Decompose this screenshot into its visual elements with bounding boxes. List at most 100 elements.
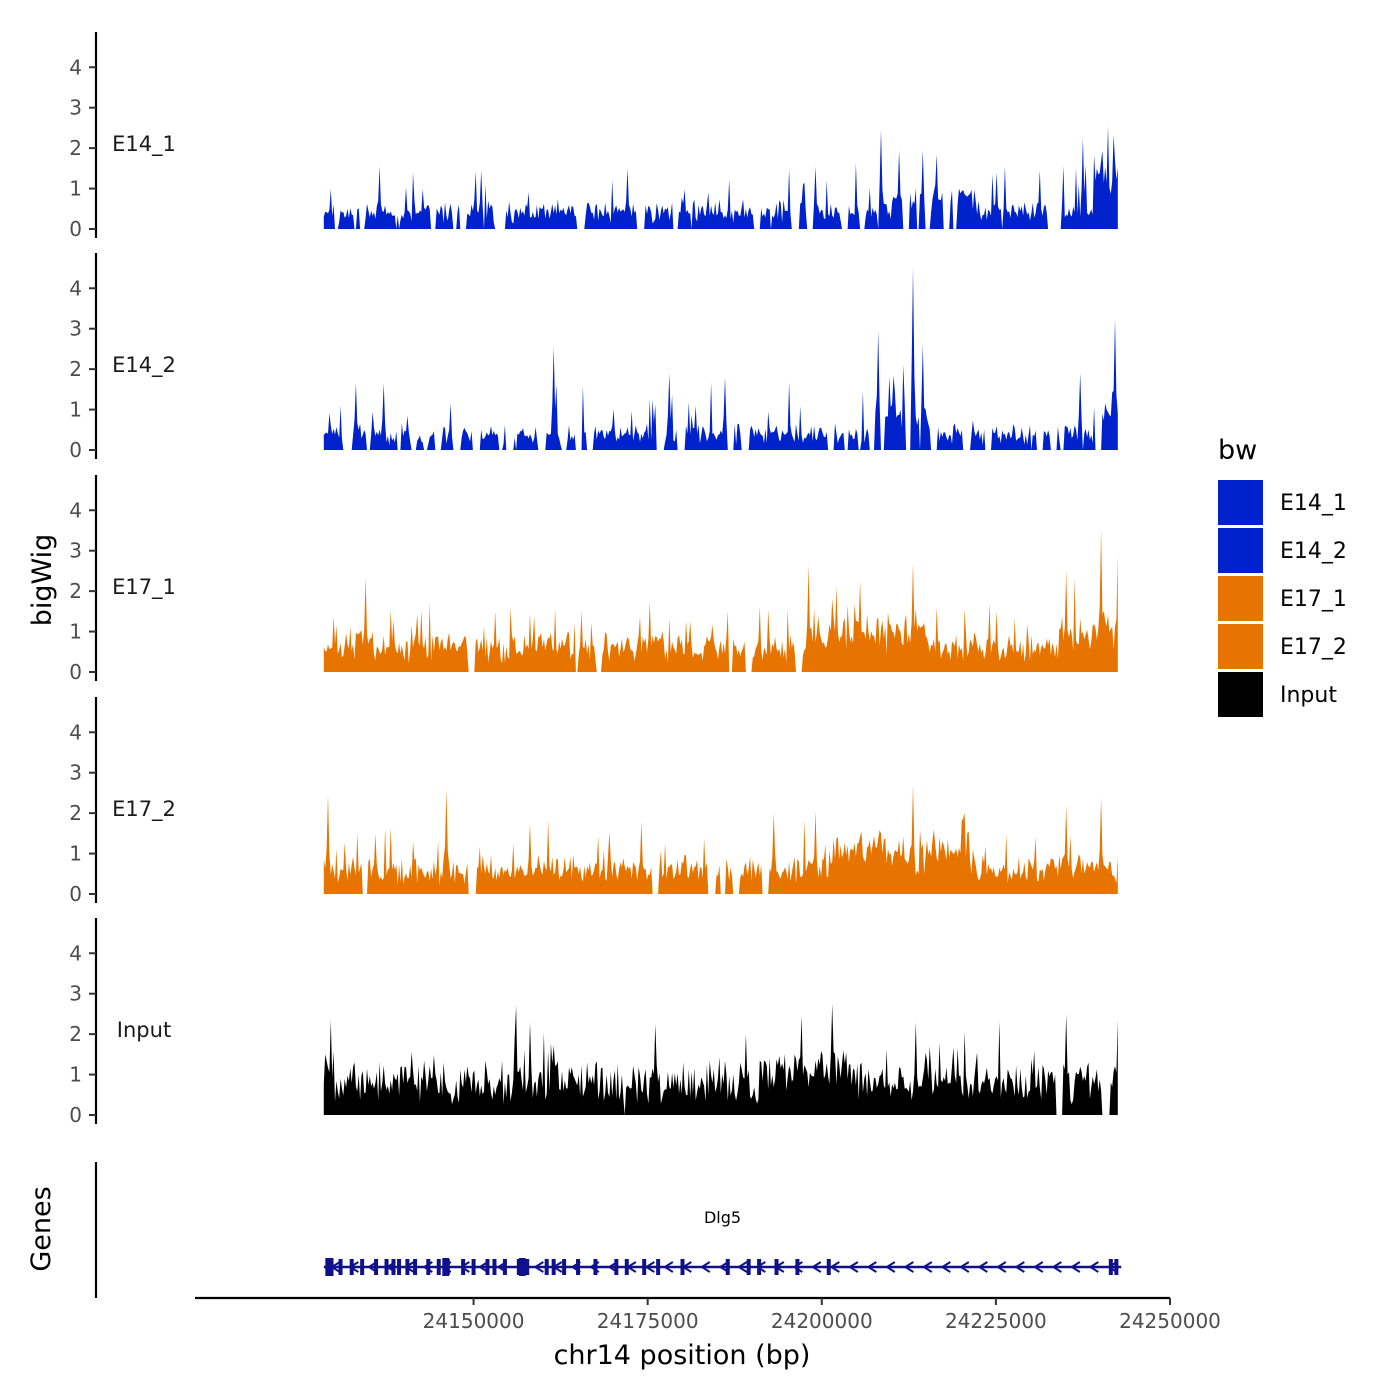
x-axis-ticks: 24150000 24175000 24200000 24225000 24250000 <box>423 1298 1221 1333</box>
panel-label-E17_1: E17_1 <box>112 575 176 600</box>
strand-arrow <box>977 1261 988 1273</box>
strand-arrow <box>810 1261 822 1273</box>
exon <box>562 1259 567 1275</box>
legend-swatch <box>1218 480 1263 525</box>
y-tick-label: 2 <box>69 357 82 381</box>
x-axis-title: chr14 position (bp) <box>554 1340 811 1371</box>
exon-block <box>518 1258 526 1276</box>
exon <box>746 1259 751 1275</box>
exon <box>360 1259 365 1275</box>
signal-area-Input <box>323 1003 1118 1115</box>
x-tick-label: 24250000 <box>1119 1309 1221 1333</box>
strand-arrow <box>792 1261 803 1273</box>
exon-block <box>325 1258 334 1276</box>
legend-swatch <box>1218 576 1263 621</box>
strand-arrow <box>1051 1261 1062 1273</box>
legend-title: bw <box>1218 435 1257 466</box>
signal-area-E14_2 <box>323 268 1118 450</box>
exon <box>656 1259 661 1275</box>
strand-arrow <box>1032 1261 1044 1273</box>
y-tick-label: 4 <box>69 55 82 79</box>
strand-arrow <box>940 1261 951 1273</box>
y-tick-label: 2 <box>69 1022 82 1046</box>
exon <box>774 1259 779 1275</box>
legend-label: E14_1 <box>1280 491 1347 516</box>
legend-item-Input: Input <box>1218 672 1337 717</box>
gene-models: Dlg5 <box>323 1208 1122 1276</box>
legend-swatch <box>1218 624 1263 669</box>
x-axis: 24150000 24175000 24200000 24225000 24250000… <box>195 1296 1221 1371</box>
panel-E17_1: 0 1 2 3 4 E17_1 <box>69 475 1118 684</box>
gene-label: Dlg5 <box>704 1208 741 1227</box>
panel-label-Input: Input <box>117 1018 171 1042</box>
exon <box>795 1259 800 1275</box>
y-tick-label: 1 <box>69 177 82 201</box>
exon <box>593 1259 598 1275</box>
strand-arrow <box>847 1261 859 1273</box>
exon <box>551 1259 556 1275</box>
legend-items: E14_1 E14_2 E17_1 E17_2 Input <box>1218 480 1347 717</box>
legend-item-E14_2: E14_2 <box>1218 528 1347 573</box>
y-tick-label: 3 <box>69 982 82 1006</box>
y-tick-label: 0 <box>69 438 82 462</box>
signal-area-E14_1 <box>323 125 1118 229</box>
exon <box>525 1259 530 1275</box>
y-tick-label: 1 <box>69 842 82 866</box>
exon <box>338 1259 343 1275</box>
exon <box>374 1259 379 1275</box>
panel-E14_1: 0 1 2 3 4 E14_1 <box>69 32 1118 241</box>
y-tick-label: 0 <box>69 660 82 684</box>
y-tick-label: 3 <box>69 539 82 563</box>
y-tick-label: 4 <box>69 498 82 522</box>
legend-item-E14_1: E14_1 <box>1218 480 1347 525</box>
y-tick-label: 3 <box>69 761 82 785</box>
y-tick-label: 4 <box>69 720 82 744</box>
strand-arrow <box>477 1261 489 1273</box>
strand-arrow <box>1069 1261 1081 1273</box>
y-axis-title: bigWig <box>27 534 58 627</box>
signal-area-E17_1 <box>323 528 1118 672</box>
exon <box>757 1259 762 1275</box>
y-tick-label: 3 <box>69 317 82 341</box>
strand-arrow <box>662 1261 674 1273</box>
strand-arrow <box>958 1261 970 1273</box>
strand-arrow <box>533 1261 544 1273</box>
gene-Dlg5: Dlg5 <box>323 1208 1122 1276</box>
strand-arrow <box>718 1261 729 1273</box>
legend-swatch <box>1218 672 1263 717</box>
panel-E14_2: 0 1 2 3 4 E14_2 <box>69 253 1118 462</box>
y-tick-label: 0 <box>69 217 82 241</box>
exon <box>624 1259 629 1275</box>
exon <box>1114 1259 1119 1275</box>
exon <box>391 1259 396 1275</box>
strand-arrow <box>644 1261 655 1273</box>
y-tick-label: 2 <box>69 579 82 603</box>
x-tick-label: 24175000 <box>597 1309 699 1333</box>
y-tick-label: 0 <box>69 1103 82 1127</box>
panel-label-E14_1: E14_1 <box>112 132 176 157</box>
legend-label: E17_2 <box>1280 635 1347 660</box>
exon <box>485 1259 490 1275</box>
exon <box>576 1259 581 1275</box>
x-tick-label: 24225000 <box>945 1309 1047 1333</box>
strand-arrow <box>1014 1261 1025 1273</box>
exon <box>384 1259 389 1275</box>
strand-arrow <box>866 1261 877 1273</box>
exon <box>544 1259 549 1275</box>
legend-label: Input <box>1280 683 1337 708</box>
y-tick-label: 4 <box>69 276 82 300</box>
strand-arrow <box>995 1261 1007 1273</box>
exon <box>1108 1259 1113 1275</box>
y-tick-label: 2 <box>69 801 82 825</box>
exon <box>642 1259 647 1275</box>
exon <box>826 1259 831 1275</box>
panel-E17_2: 0 1 2 3 4 E17_2 <box>69 697 1118 906</box>
x-tick-label: 24200000 <box>771 1309 873 1333</box>
exon <box>492 1259 497 1275</box>
panel-label-E14_2: E14_2 <box>112 353 176 378</box>
legend-label: E14_2 <box>1280 539 1347 564</box>
x-tick-label: 24150000 <box>423 1309 525 1333</box>
y-tick-label: 2 <box>69 136 82 160</box>
y-tick-label: 1 <box>69 398 82 422</box>
exon <box>725 1259 730 1275</box>
